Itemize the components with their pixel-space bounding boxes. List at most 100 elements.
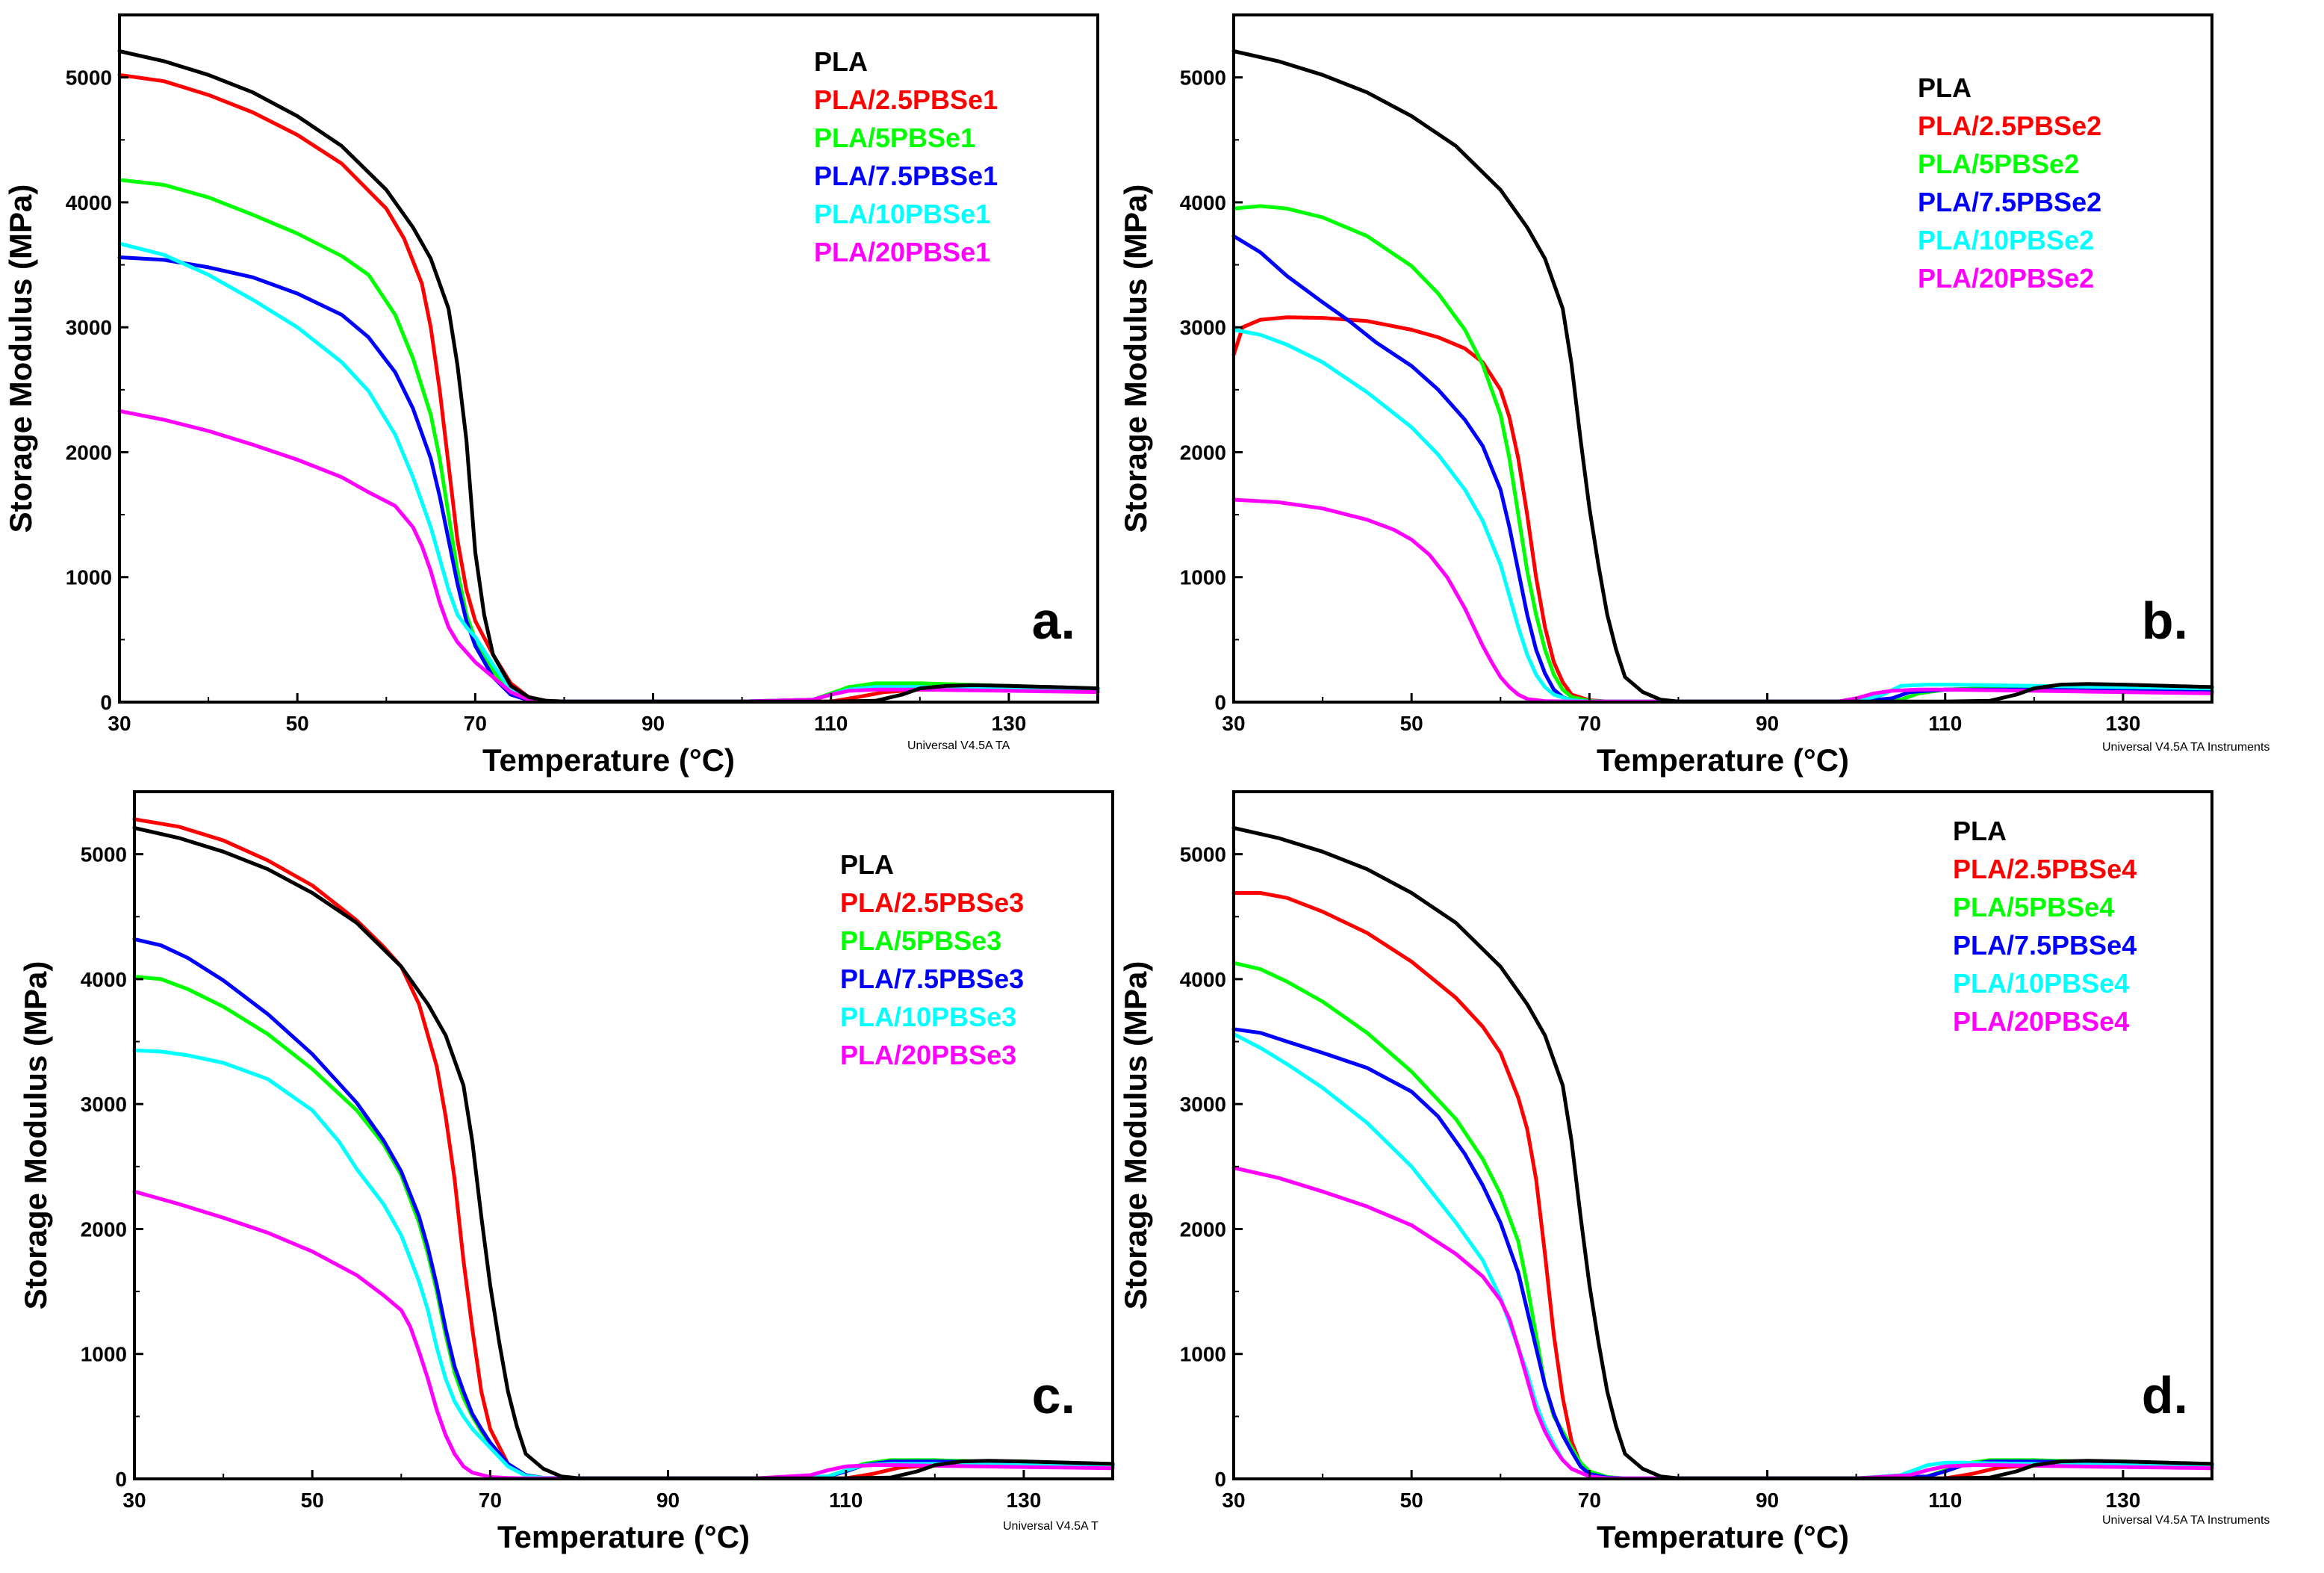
legend-entry: PLA/2.5PBSe3 bbox=[840, 887, 1024, 918]
y-tick-label: 0 bbox=[100, 691, 112, 714]
y-tick-label: 5000 bbox=[66, 66, 112, 90]
legend-entry: PLA/7.5PBSe4 bbox=[1953, 930, 2137, 961]
legend-entry: PLA bbox=[814, 46, 868, 77]
x-tick-label: 30 bbox=[122, 1489, 146, 1512]
y-tick-label: 2000 bbox=[81, 1217, 127, 1241]
x-tick-label: 70 bbox=[1578, 1489, 1601, 1512]
x-tick-label: 50 bbox=[286, 712, 309, 735]
series-line-pla bbox=[132, 826, 1115, 1480]
series-line-pla bbox=[1231, 49, 2214, 704]
series-line-pla-10pbse4 bbox=[1231, 1032, 2214, 1480]
series-line-pla-20pbse2 bbox=[1231, 497, 2214, 704]
legend-entry: PLA/20PBSe1 bbox=[814, 237, 990, 267]
legend-entry: PLA/2.5PBSe4 bbox=[1953, 854, 2137, 884]
legend-entry: PLA bbox=[840, 849, 894, 880]
x-tick-label: 90 bbox=[1756, 712, 1779, 735]
instrument-footer: Universal V4.5A TA Instruments bbox=[2102, 741, 2269, 754]
x-tick-label: 90 bbox=[1756, 1489, 1779, 1512]
series-line-pla-20pbse4 bbox=[1231, 1166, 2214, 1480]
series-line-pla-10pbse2 bbox=[1231, 328, 2214, 704]
instrument-footer: Universal V4.5A TA Instruments bbox=[2102, 1514, 2269, 1527]
series-line-pla-7-5pbse2 bbox=[1231, 234, 2214, 704]
x-tick-label: 30 bbox=[108, 712, 131, 735]
y-tick-label: 1000 bbox=[1180, 566, 1226, 589]
panel-label: d. bbox=[2142, 1366, 2188, 1424]
y-axis-label: Storage Modulus (MPa) bbox=[1118, 961, 1153, 1310]
y-tick-label: 0 bbox=[1214, 691, 1226, 714]
plot-frame bbox=[133, 790, 1114, 1480]
y-tick-label: 5000 bbox=[1180, 843, 1226, 866]
panel-1: 30 50 70 90 110 130 0 1000 2000 3000 4000 5000 Tempe… bbox=[3, 13, 1100, 778]
x-tick-label: 70 bbox=[1578, 712, 1601, 735]
x-tick-label: 30 bbox=[1222, 1489, 1245, 1512]
x-tick-label: 50 bbox=[301, 1489, 324, 1512]
y-tick-label: 1000 bbox=[1180, 1343, 1226, 1366]
legend-entry: PLA/20PBSe2 bbox=[1918, 263, 2094, 294]
legend-entry: PLA/2.5PBSe2 bbox=[1918, 111, 2101, 141]
legend-entry: PLA/7.5PBSe1 bbox=[814, 161, 998, 191]
legend-entry: PLA/5PBSe2 bbox=[1918, 149, 2079, 179]
y-tick-label: 4000 bbox=[1180, 191, 1226, 214]
series-line-pla-7-5pbse4 bbox=[1231, 1027, 2214, 1480]
series-line-pla-5pbse4 bbox=[1231, 961, 2214, 1480]
y-tick-label: 2000 bbox=[66, 441, 112, 464]
x-tick-label: 70 bbox=[464, 712, 487, 735]
x-tick-label: 70 bbox=[479, 1489, 502, 1512]
instrument-footer: Universal V4.5A TA bbox=[907, 739, 1010, 752]
panel-2: 30 50 70 90 110 130 0 1000 2000 3000 4000 5000 Tempe… bbox=[1118, 13, 2269, 778]
series-line-pla-20pbse3 bbox=[132, 1189, 1115, 1480]
legend-entry: PLA/5PBSe1 bbox=[814, 122, 975, 153]
legend-entry: PLA bbox=[1953, 816, 2007, 846]
legend-entry: PLA/2.5PBSe1 bbox=[814, 84, 998, 115]
series-line-pla-2-5pbse2 bbox=[1231, 315, 2214, 704]
y-tick-label: 0 bbox=[1214, 1468, 1226, 1491]
x-tick-label: 30 bbox=[1222, 712, 1245, 735]
plot-frame bbox=[118, 13, 1099, 704]
y-tick-label: 5000 bbox=[1180, 66, 1226, 90]
panel-4: 30 50 70 90 110 130 0 1000 2000 3000 4000 5000 Tempe… bbox=[1118, 790, 2269, 1554]
y-tick-label: 4000 bbox=[81, 968, 127, 991]
x-axis-label: Temperature (°C) bbox=[497, 1519, 750, 1554]
y-tick-label: 3000 bbox=[81, 1093, 127, 1116]
panel-label: a. bbox=[1032, 592, 1075, 650]
x-tick-label: 110 bbox=[1928, 712, 1962, 735]
panel-label: b. bbox=[2142, 592, 2188, 650]
y-axis-label: Storage Modulus (MPa) bbox=[18, 961, 53, 1310]
y-tick-label: 2000 bbox=[1180, 441, 1226, 464]
x-tick-label: 90 bbox=[656, 1489, 680, 1512]
y-tick-label: 4000 bbox=[1180, 968, 1226, 991]
series-line-pla-20pbse1 bbox=[117, 409, 1100, 704]
legend-entry: PLA/7.5PBSe2 bbox=[1918, 187, 2101, 217]
series-line-pla bbox=[117, 49, 1100, 704]
y-tick-label: 3000 bbox=[1180, 1093, 1226, 1116]
legend-entry: PLA/10PBSe2 bbox=[1918, 225, 2094, 255]
legend-entry: PLA/10PBSe3 bbox=[840, 1002, 1016, 1032]
legend-entry: PLA/5PBSe4 bbox=[1953, 892, 2114, 922]
panel-label: c. bbox=[1032, 1366, 1075, 1424]
legend-entry: PLA/10PBSe1 bbox=[814, 199, 990, 229]
series-line-pla-2-5pbse1 bbox=[117, 72, 1100, 704]
series-line-pla-7-5pbse1 bbox=[117, 255, 1100, 704]
x-tick-label: 50 bbox=[1400, 1489, 1423, 1512]
x-tick-label: 110 bbox=[814, 712, 848, 735]
legend-entry: PLA bbox=[1918, 72, 1972, 103]
x-tick-label: 130 bbox=[992, 712, 1027, 735]
legend-entry: PLA/20PBSe4 bbox=[1953, 1006, 2129, 1037]
x-tick-label: 130 bbox=[1007, 1489, 1042, 1512]
y-tick-label: 5000 bbox=[81, 843, 127, 866]
y-tick-label: 1000 bbox=[66, 566, 112, 589]
y-tick-label: 4000 bbox=[66, 191, 112, 214]
x-tick-label: 110 bbox=[1928, 1489, 1962, 1512]
x-tick-label: 110 bbox=[829, 1489, 863, 1512]
y-tick-label: 0 bbox=[115, 1468, 127, 1491]
legend-entry: PLA/7.5PBSe3 bbox=[840, 964, 1024, 994]
series-line-pla-10pbse1 bbox=[117, 241, 1100, 704]
x-tick-label: 130 bbox=[2106, 712, 2141, 735]
x-tick-label: 130 bbox=[2106, 1489, 2141, 1512]
y-tick-label: 1000 bbox=[81, 1343, 127, 1366]
y-axis-label: Storage Modulus (MPa) bbox=[3, 184, 38, 533]
y-tick-label: 2000 bbox=[1180, 1217, 1226, 1241]
series-line-pla-2-5pbse3 bbox=[132, 817, 1115, 1480]
x-axis-label: Temperature (°C) bbox=[1597, 742, 1849, 778]
